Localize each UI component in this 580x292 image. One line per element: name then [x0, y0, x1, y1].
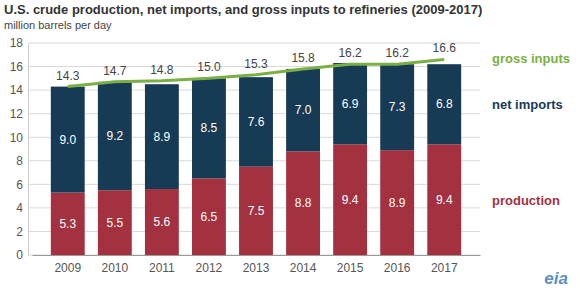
y-axis-line [28, 44, 29, 256]
y-tick-label: 18 [10, 36, 24, 50]
x-tick-label: 2013 [243, 261, 270, 275]
legend: production net imports gross inputs [492, 51, 570, 207]
bar [380, 150, 414, 255]
bar [333, 63, 367, 144]
x-tick-label: 2012 [196, 261, 223, 275]
bar [98, 190, 132, 255]
x-tick-label: 2010 [101, 261, 128, 275]
x-axis: 2009 2010 2011 2012 2013 2014 2015 2016 2017 [33, 255, 481, 275]
bar-label: 9.2 [106, 129, 123, 143]
bar-label: 9.4 [342, 193, 359, 207]
x-tick-label: 2015 [337, 261, 364, 275]
bar [51, 193, 85, 255]
y-tick: 12 [10, 107, 28, 121]
bar [192, 78, 226, 178]
x-tick: 2015 [337, 255, 364, 275]
line-label: 14.8 [150, 63, 174, 77]
bar-label: 8.9 [389, 196, 406, 210]
bar-label: 6.5 [201, 210, 218, 224]
line-label: 15.3 [244, 57, 268, 71]
bar-label: 9.4 [436, 193, 453, 207]
bar-label: 7.3 [389, 100, 406, 114]
marks [51, 59, 461, 255]
x-tick: 2011 [149, 255, 175, 275]
legend-entry: gross inputs [492, 51, 570, 66]
y-tick-label: 10 [10, 131, 24, 145]
bar-label: 5.5 [106, 216, 123, 230]
bar [98, 82, 132, 190]
logo: eia [544, 269, 568, 288]
line-label: 14.7 [103, 64, 127, 78]
bar [380, 64, 414, 150]
x-tick: 2017 [431, 255, 458, 275]
x-tick-label: 2017 [431, 261, 458, 275]
bar-label: 7.5 [248, 204, 265, 218]
y-tick-label: 0 [16, 248, 23, 262]
title: U.S. crude production, net imports, and … [4, 2, 482, 17]
x-tick-label: 2014 [290, 261, 317, 275]
x-tick: 2012 [196, 255, 223, 275]
y-tick-label: 2 [16, 225, 23, 239]
bar [427, 144, 461, 255]
chart: U.S. crude production, net imports, and … [0, 0, 580, 292]
y-tick: 0 [16, 248, 28, 262]
bar-label: 8.5 [201, 121, 218, 135]
x-tick: 2009 [54, 255, 81, 275]
line-label: 16.2 [385, 46, 409, 60]
x-tick-label: 2016 [384, 261, 411, 275]
data-labels: 5.3 5.5 5.6 6.5 7.5 8.8 9.4 8.9 9.4 9.0 9.2 8.9 8.5 7… [56, 41, 456, 230]
bar [51, 87, 85, 193]
bar-label: 5.3 [59, 217, 76, 231]
line-label: 15.0 [197, 60, 221, 74]
line-label: 16.6 [433, 41, 457, 55]
bar [145, 84, 179, 189]
x-tick: 2016 [384, 255, 411, 275]
y-tick: 18 [10, 36, 28, 50]
y-tick-label: 4 [16, 201, 23, 215]
x-tick-label: 2009 [54, 261, 81, 275]
bar-label: 6.8 [436, 97, 453, 111]
x-tick: 2013 [243, 255, 270, 275]
line-label: 16.2 [338, 46, 362, 60]
bar [333, 144, 367, 255]
bar-label: 9.0 [59, 133, 76, 147]
bar-label: 8.9 [154, 130, 171, 144]
bar-label: 8.8 [295, 196, 312, 210]
y-tick: 6 [16, 178, 28, 192]
bar [145, 189, 179, 255]
subtitle: million barrels per day [4, 19, 112, 31]
legend-entry: net imports [492, 97, 563, 112]
legend-entry: production [492, 193, 560, 208]
y-tick: 14 [10, 83, 28, 97]
y-tick-label: 6 [16, 178, 23, 192]
y-axis: 0 2 4 6 8 10 12 14 16 18 [10, 36, 29, 262]
bar [192, 178, 226, 255]
grid [28, 43, 480, 255]
bar-label: 5.6 [154, 215, 171, 229]
bar [286, 69, 320, 151]
y-tick-label: 8 [16, 154, 23, 168]
bar [239, 77, 273, 167]
y-tick: 16 [10, 60, 28, 74]
x-axis-line [33, 255, 481, 256]
x-tick: 2010 [101, 255, 128, 275]
x-tick-label: 2011 [149, 261, 175, 275]
y-tick: 4 [16, 201, 28, 215]
bar [239, 167, 273, 255]
line-label: 15.8 [291, 51, 315, 65]
bar [427, 64, 461, 144]
y-tick: 2 [16, 225, 28, 239]
x-tick: 2014 [290, 255, 317, 275]
bar-label: 7.0 [295, 103, 312, 117]
grid-line [28, 43, 480, 44]
bar [286, 151, 320, 255]
y-tick-label: 14 [10, 83, 24, 97]
bar-label: 7.6 [248, 115, 265, 129]
y-tick-label: 16 [10, 60, 24, 74]
line-label: 14.3 [56, 69, 80, 83]
y-tick: 8 [16, 154, 28, 168]
y-tick: 10 [10, 131, 28, 145]
y-tick-label: 12 [10, 107, 24, 121]
bar-label: 6.9 [342, 97, 359, 111]
